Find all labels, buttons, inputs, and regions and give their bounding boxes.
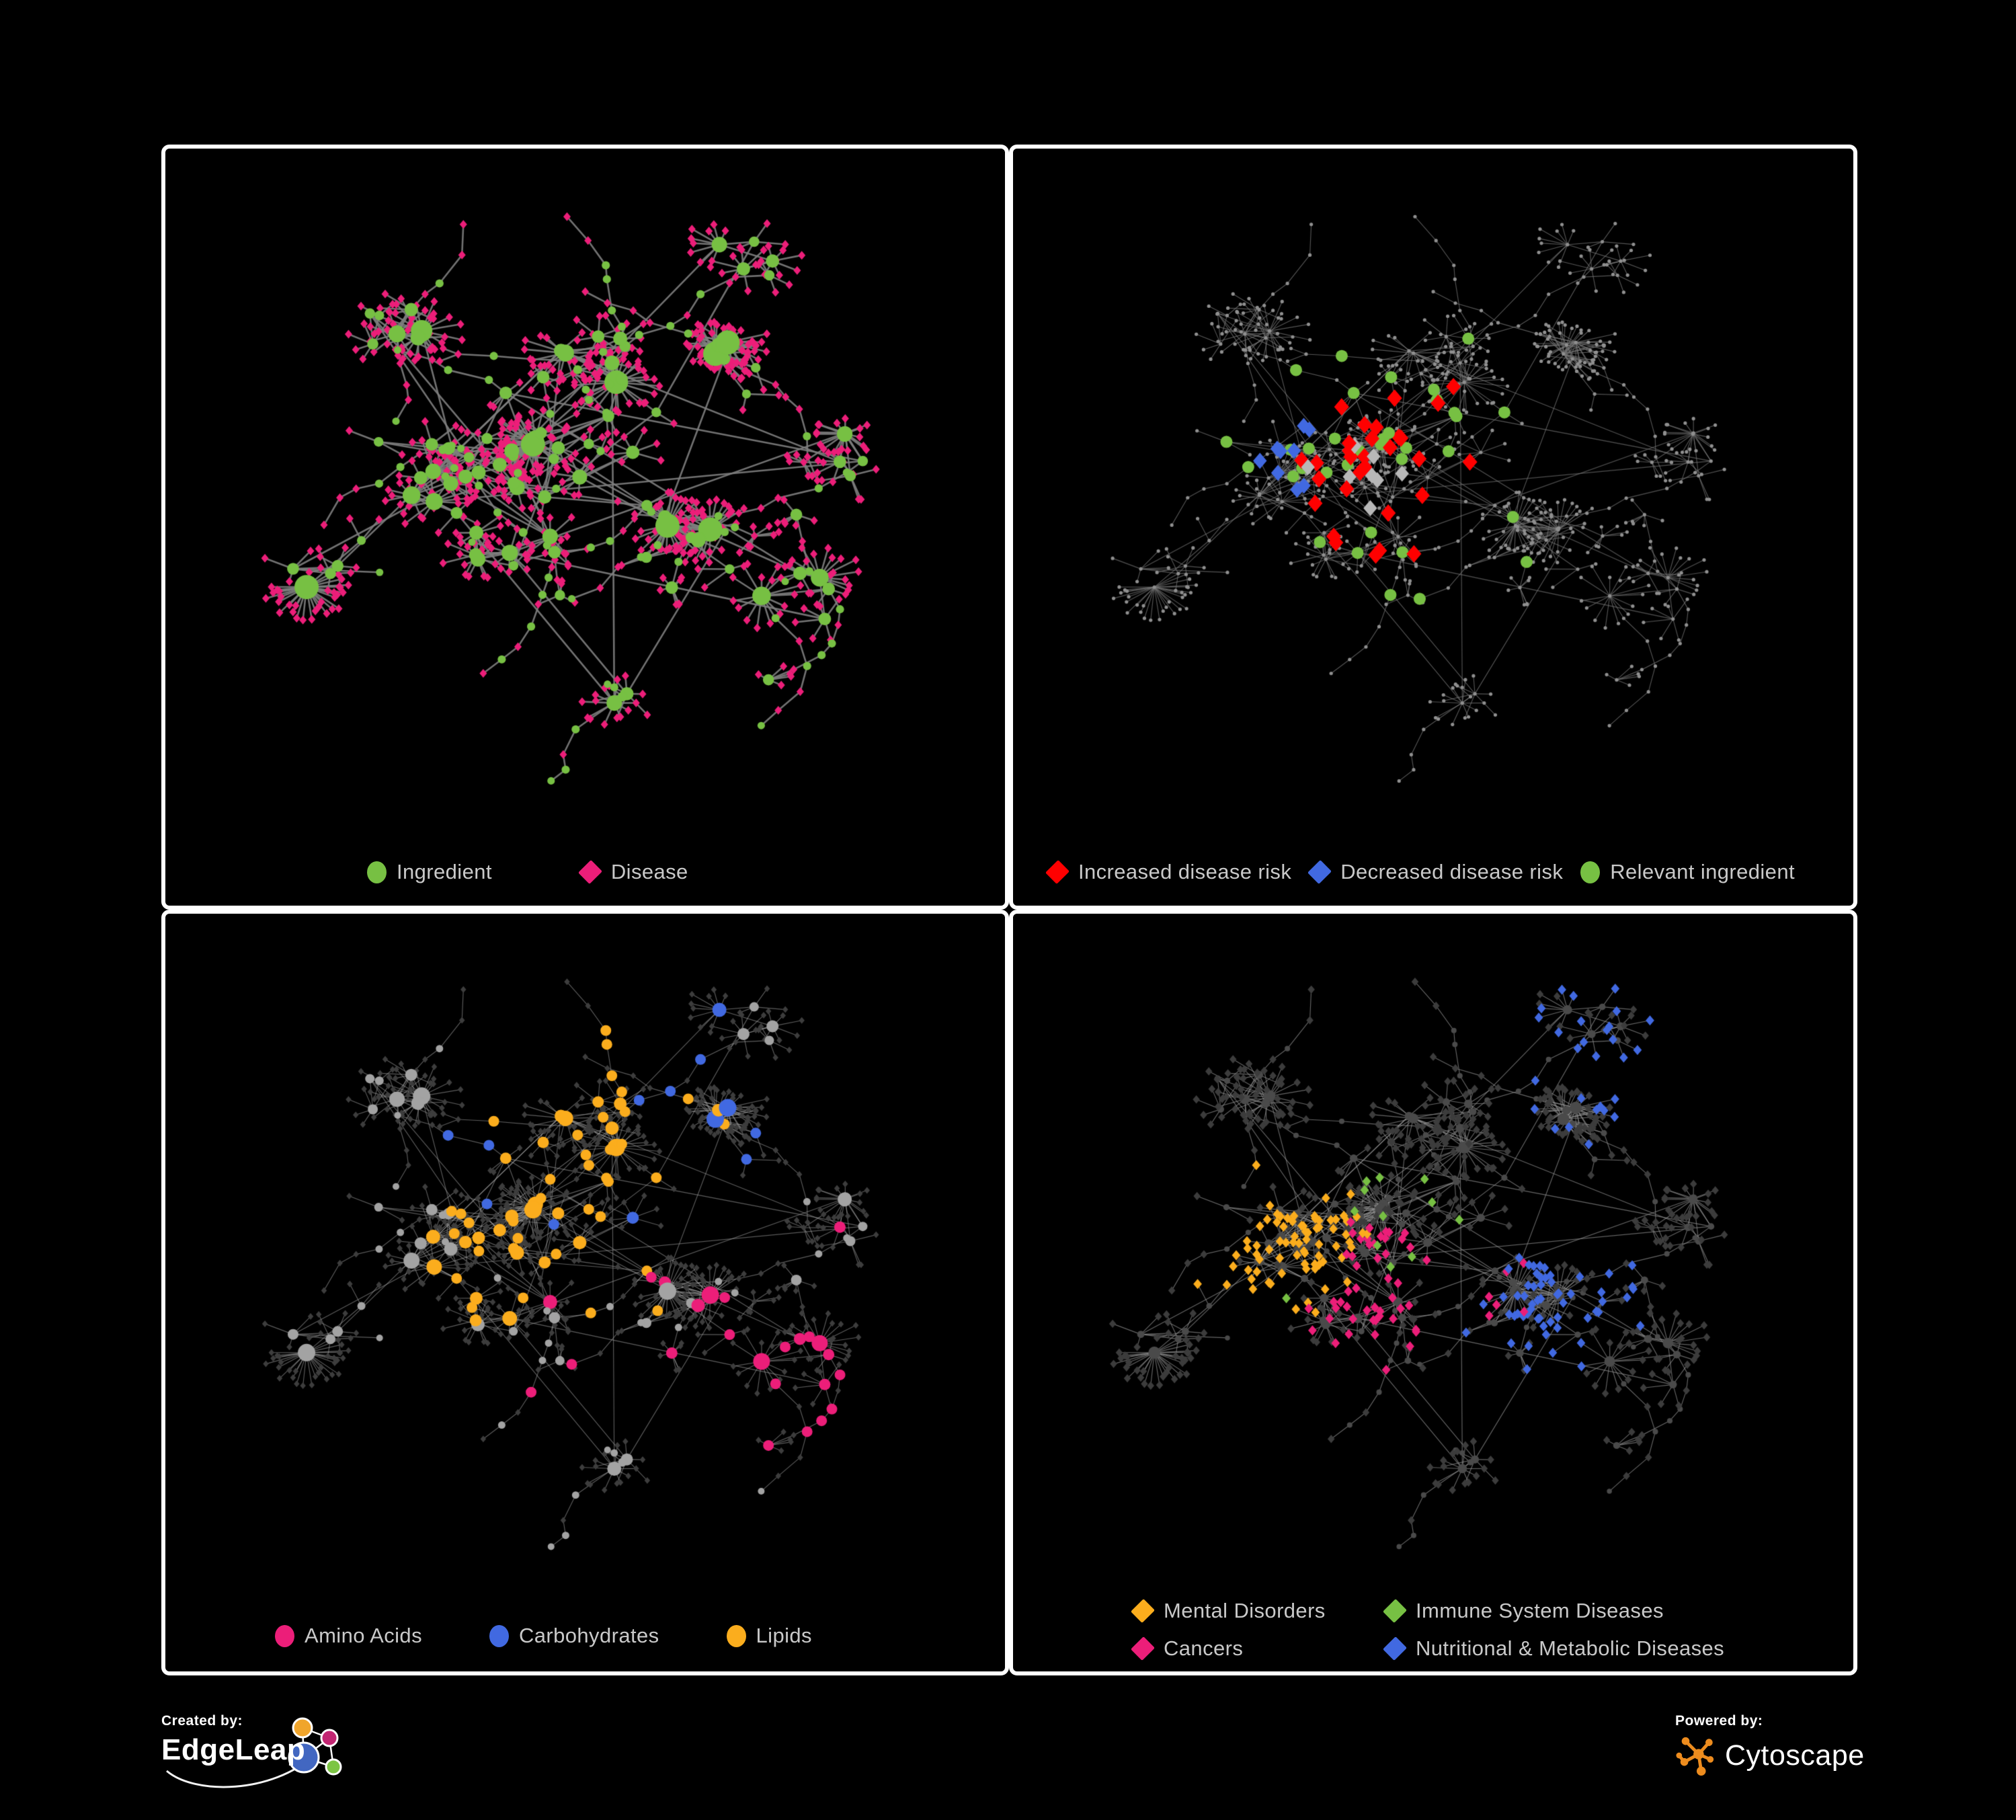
legend-label-ingredient: Ingredient [397,860,492,883]
legend-marker-amino-acids-circle-icon [275,1624,294,1647]
legend-label-disease: Disease [610,860,688,883]
four-panel-grid: Ingredient Disease Increased disease risk… [161,145,1857,1675]
network-canvas-disease-classes [1013,914,1853,1671]
legend-marker-mental-disorders-diamond-icon [1131,1599,1155,1623]
edgeleap-credit: Created by: EdgeLeap [161,1713,383,1807]
legend-item-increased-disease-risk: Increased disease risk [1045,860,1292,884]
legend-marker-ingredient-circle-icon [367,861,387,883]
legend-ingredient-disease: Ingredient Disease [165,860,1005,884]
legend-label-lipids: Lipids [756,1624,812,1647]
panel-disease-classes-network: Mental Disorders Immune System Diseases Ca… [1009,910,1857,1675]
edgeleap-wordmark: EdgeLeap [161,1733,306,1766]
legend-label-nutritional-metabolic-diseases: Nutritional & Metabolic Diseases [1416,1636,1725,1660]
legend-label-decreased-disease-risk: Decreased disease risk [1340,860,1564,883]
network-canvas-disease-risk [1013,149,1853,906]
legend-marker-cancers-diamond-icon [1131,1636,1155,1661]
cytoscape-wordmark: Cytoscape [1725,1739,1865,1772]
cytoscape-credit: Powered by: Cytoscape [1675,1713,1877,1807]
legend-marker-lipids-circle-icon [726,1624,746,1647]
legend-label-cancers: Cancers [1164,1636,1244,1660]
legend-marker-nutritional-metabolic-diseases-diamond-icon [1383,1636,1407,1661]
network-canvas-ingredient-disease [165,149,1005,906]
legend-disease-classes: Mental Disorders Immune System Diseases Ca… [1013,1599,1853,1661]
network-canvas-ingredient-classes [165,914,1005,1671]
legend-label-increased-disease-risk: Increased disease risk [1078,860,1292,883]
legend-marker-immune-system-diseases-diamond-icon [1383,1599,1407,1623]
legend-marker-carbohydrates-circle-icon [489,1624,509,1647]
panel-disease-risk-network: Increased disease risk Decreased disease … [1009,145,1857,910]
legend-label-amino-acids: Amino Acids [305,1624,422,1647]
edgeleap-logo-icon [166,1717,342,1788]
powered-by-label: Powered by: [1675,1713,1763,1729]
legend-label-mental-disorders: Mental Disorders [1164,1599,1326,1622]
legend-item-disease: Disease [577,860,688,884]
legend-label-immune-system-diseases: Immune System Diseases [1416,1599,1664,1622]
legend-item-cancers: Cancers [1131,1636,1384,1661]
panel-ingredient-disease-network: Ingredient Disease [161,145,1009,910]
legend-disease-risk: Increased disease risk Decreased disease … [1013,860,1853,884]
panel-ingredient-classes-network: Amino Acids Carbohydrates Lipids [161,910,1009,1675]
legend-item-mental-disorders: Mental Disorders [1131,1599,1384,1623]
legend-item-amino-acids: Amino Acids [275,1624,422,1648]
legend-label-carbohydrates: Carbohydrates [518,1624,659,1647]
legend-marker-relevant-ingredient-circle-icon [1580,861,1601,883]
legend-item-relevant-ingredient: Relevant ingredient [1580,860,1795,884]
legend-item-decreased-disease-risk: Decreased disease risk [1307,860,1564,884]
legend-marker-increased-disease-risk-diamond-icon [1045,860,1070,884]
cytoscape-icon [1676,1737,1714,1776]
legend-item-lipids: Lipids [726,1624,812,1648]
legend-ingredient-classes: Amino Acids Carbohydrates Lipids [165,1624,1005,1648]
legend-item-carbohydrates: Carbohydrates [489,1624,659,1648]
legend-item-ingredient: Ingredient [367,860,492,884]
legend-item-nutritional-metabolic-diseases: Nutritional & Metabolic Diseases [1383,1636,1853,1661]
legend-marker-decreased-disease-risk-diamond-icon [1307,860,1332,884]
legend-item-immune-system-diseases: Immune System Diseases [1383,1599,1853,1623]
legend-marker-disease-diamond-icon [577,860,602,884]
created-by-label: Created by: [161,1713,243,1729]
legend-label-relevant-ingredient: Relevant ingredient [1610,860,1795,883]
